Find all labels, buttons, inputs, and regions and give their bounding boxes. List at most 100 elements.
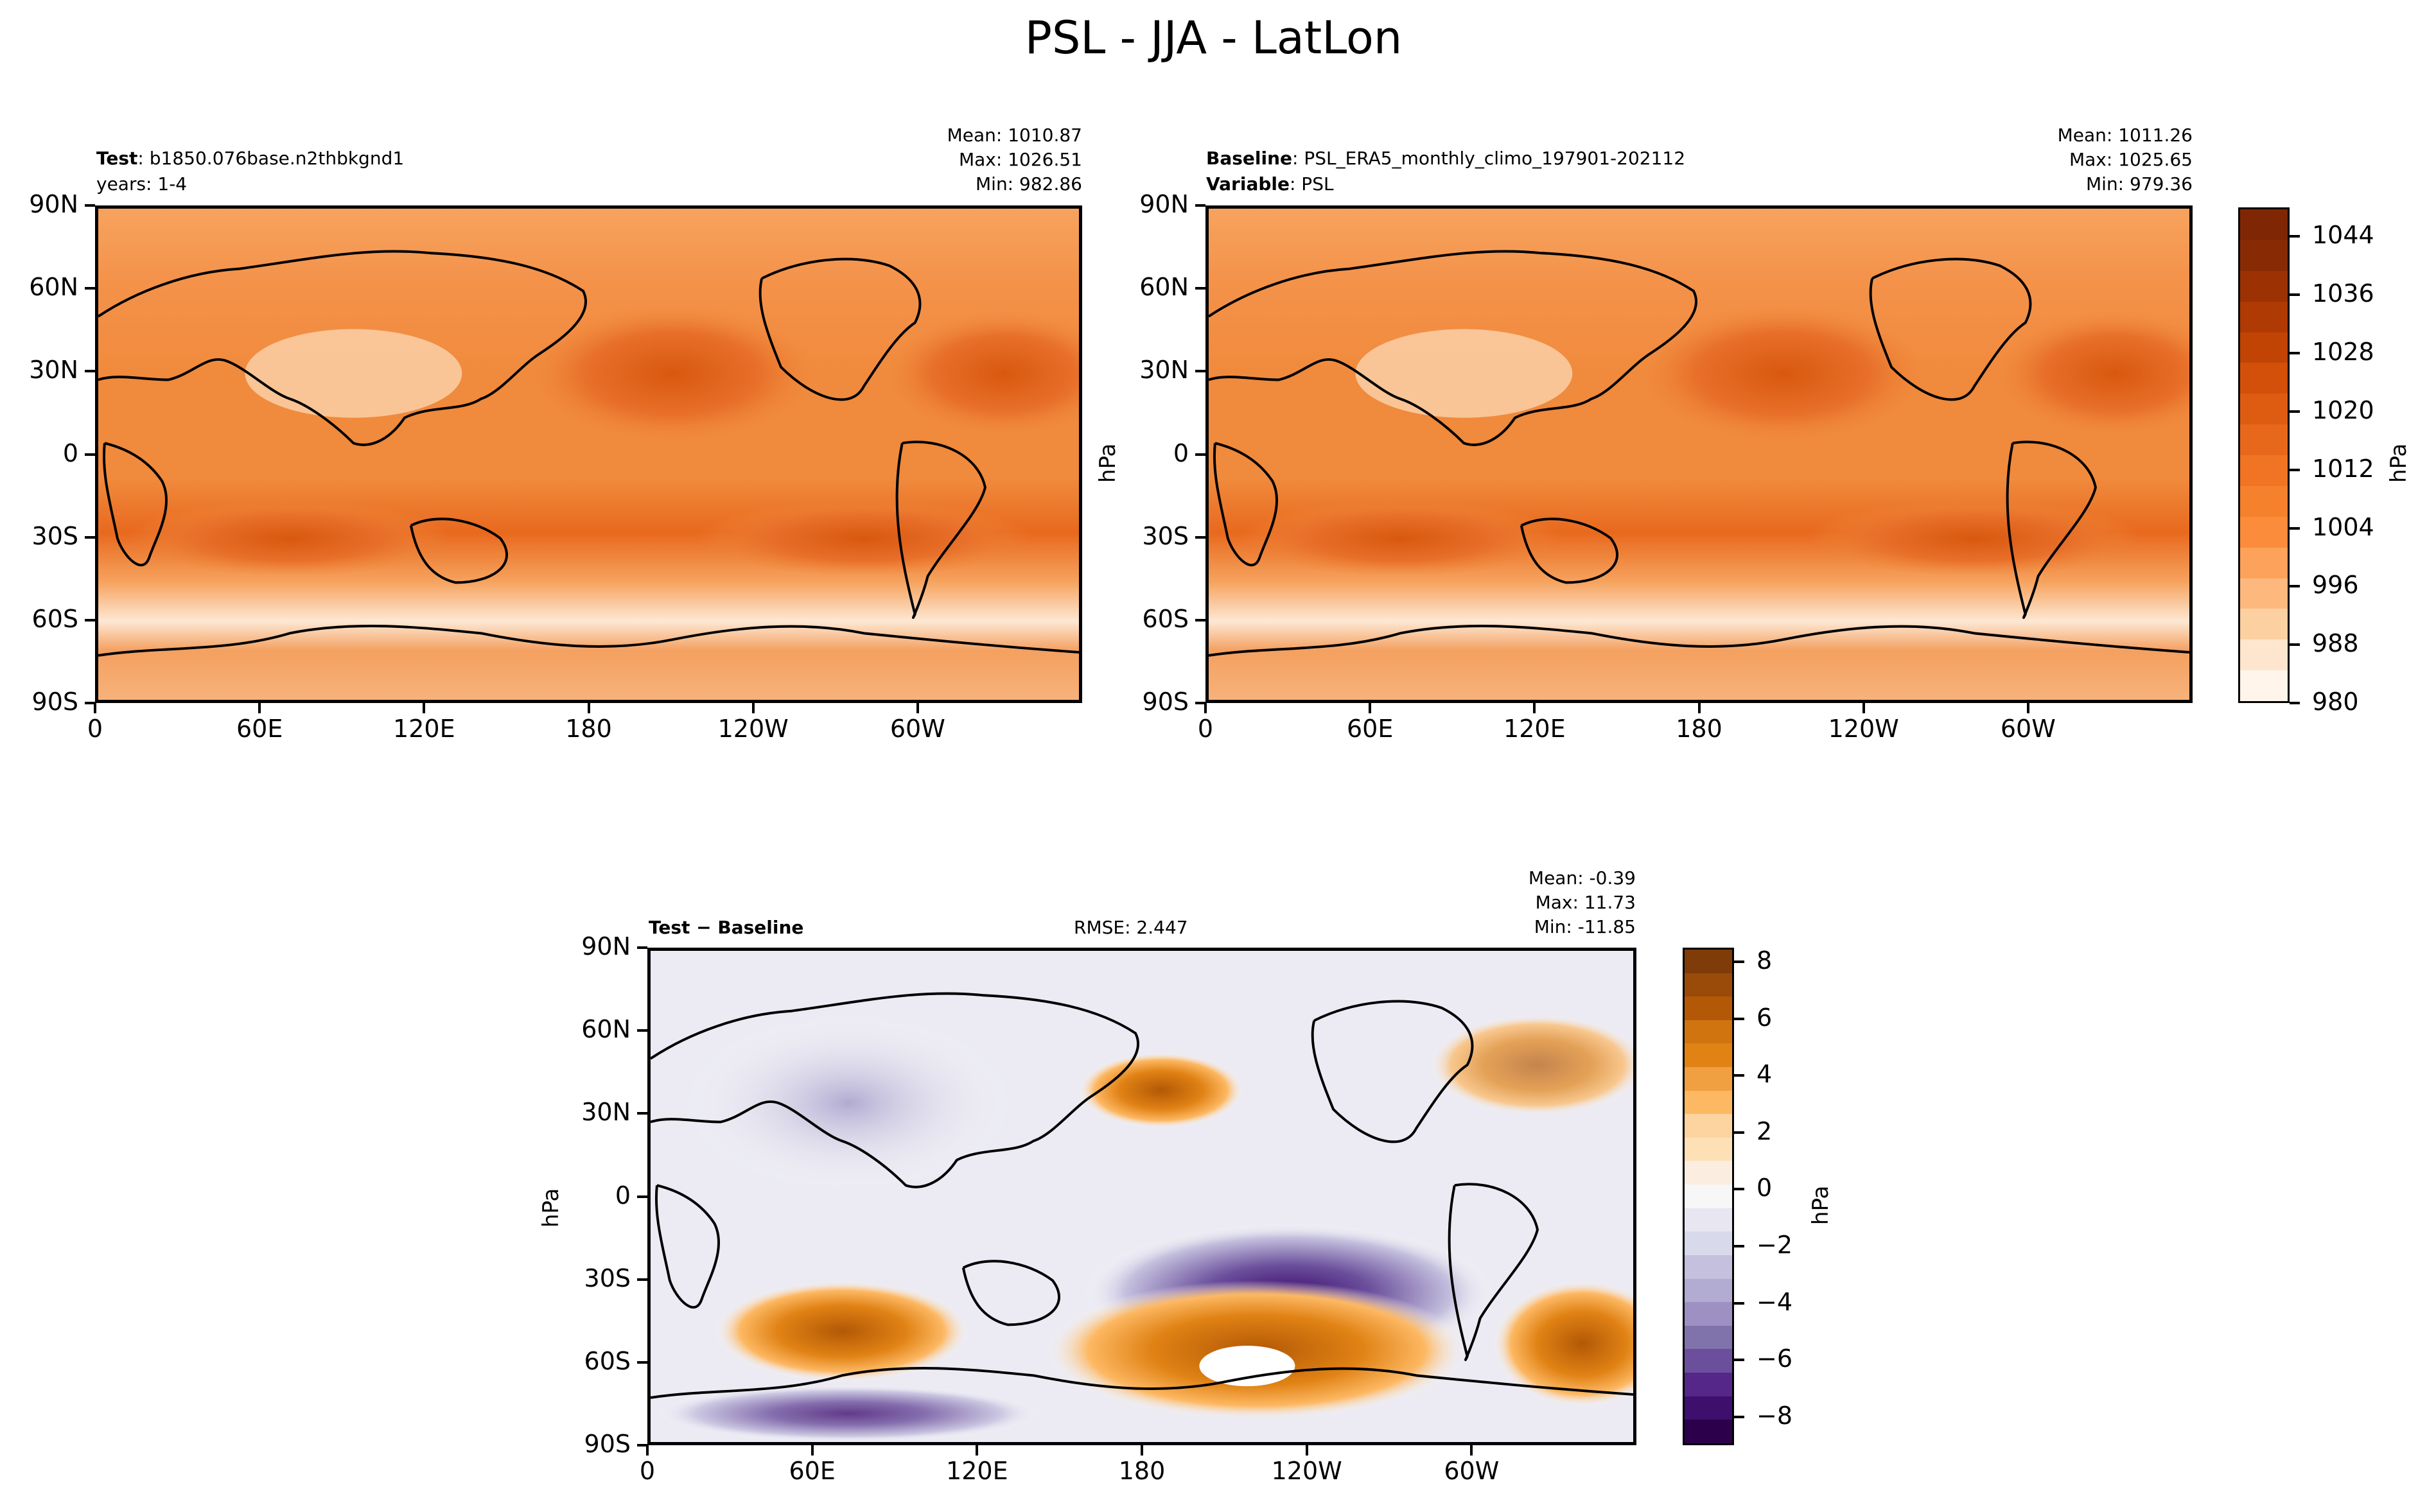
top-colorbar-segment bbox=[2240, 270, 2288, 302]
baseline-label-bold: Baseline bbox=[1206, 148, 1293, 169]
top-colorbar-segment bbox=[2240, 609, 2288, 640]
test-stats: Mean: 1010.87 Max: 1026.51 Min: 982.86 bbox=[835, 123, 1082, 196]
test-lon-tick-label: 60E bbox=[236, 715, 283, 743]
top-colorbar-segment bbox=[2240, 209, 2288, 240]
test-lon-tick-mark bbox=[423, 703, 426, 713]
diff-mean: Mean: -0.39 bbox=[1528, 867, 1636, 889]
test-lon-tick-label: 0 bbox=[87, 715, 103, 743]
baseline-lon-tick-label: 0 bbox=[1197, 715, 1214, 743]
diff-colorbar-segment bbox=[1685, 973, 1732, 997]
diff-lat-tick-mark bbox=[637, 1195, 647, 1198]
baseline-lat-tick-label: 90N bbox=[1139, 190, 1189, 218]
diff-colorbar-tick-label: 4 bbox=[1757, 1060, 1773, 1089]
top-colorbar-tick-mark bbox=[2290, 235, 2300, 238]
test-label: Test: b1850.076base.n2thbkgnd1 bbox=[96, 146, 404, 171]
baseline-lon-tick-label: 60W bbox=[2000, 715, 2056, 743]
baseline-stats: Mean: 1011.26 Max: 1025.65 Min: 979.36 bbox=[1946, 123, 2193, 196]
diff-colorbar-segment bbox=[1685, 1396, 1732, 1420]
top-colorbar-tick-label: 996 bbox=[2312, 571, 2359, 600]
test-mean: Mean: 1010.87 bbox=[947, 125, 1082, 146]
test-lat-tick-mark bbox=[85, 702, 95, 704]
test-lat-tick-label: 90N bbox=[29, 190, 78, 218]
figure-title: PSL - JJA - LatLon bbox=[1024, 12, 1403, 64]
top-colorbar bbox=[2238, 207, 2290, 703]
diff-colorbar-segment bbox=[1685, 1372, 1732, 1396]
top-colorbar-tick-label: 1020 bbox=[2312, 395, 2374, 424]
baseline-lon-tick-label: 120W bbox=[1828, 715, 1899, 743]
diff-lat-tick-mark bbox=[637, 1278, 647, 1281]
diff-lat-tick-label: 30S bbox=[584, 1264, 631, 1292]
test-lat-tick-mark bbox=[85, 370, 95, 373]
test-lat-tick-label: 30N bbox=[29, 356, 78, 385]
diff-colorbar-segment bbox=[1685, 1255, 1732, 1279]
top-colorbar-tick-label: 1036 bbox=[2312, 279, 2374, 308]
top-colorbar-segment bbox=[2240, 301, 2288, 333]
test-lat-tick-label: 30S bbox=[31, 521, 78, 550]
diff-colorbar-segment bbox=[1685, 1090, 1732, 1115]
top-colorbar-tick-mark bbox=[2290, 293, 2300, 297]
diff-colorbar-tick-label: −2 bbox=[1757, 1231, 1793, 1259]
diff-lat-tick-label: 60S bbox=[584, 1346, 631, 1375]
test-years: years: 1-4 bbox=[96, 173, 188, 195]
baseline-lon-tick-label: 60E bbox=[1346, 715, 1394, 743]
top-colorbar-tick-mark bbox=[2290, 643, 2300, 647]
diff-lon-tick-mark bbox=[1470, 1445, 1473, 1456]
baseline-lon-tick-mark bbox=[1369, 703, 1372, 713]
diff-min: Min: -11.85 bbox=[1534, 916, 1636, 937]
top-colorbar-segment bbox=[2240, 578, 2288, 609]
diff-lon-tick-mark bbox=[646, 1445, 649, 1456]
top-colorbar-tick-label: 988 bbox=[2312, 629, 2359, 658]
test-min: Min: 982.86 bbox=[976, 173, 1082, 195]
diff-colorbar bbox=[1683, 948, 1734, 1445]
diff-colorbar-segment bbox=[1685, 1043, 1732, 1068]
baseline-lat-tick-label: 0 bbox=[1173, 439, 1189, 467]
top-colorbar-tick-label: 1012 bbox=[2312, 454, 2374, 483]
top-colorbar-segment bbox=[2240, 394, 2288, 425]
diff-lon-tick-mark bbox=[1141, 1445, 1143, 1456]
top-colorbar-segment bbox=[2240, 239, 2288, 271]
diff-colorbar-tick-mark bbox=[1734, 1301, 1744, 1305]
diff-colorbar-tick-label: −6 bbox=[1757, 1344, 1793, 1373]
diff-colorbar-tick-mark bbox=[1734, 1245, 1744, 1247]
diff-colorbar-tick-mark bbox=[1734, 1359, 1744, 1362]
test-lat-tick-label: 0 bbox=[62, 439, 78, 467]
diff-colorbar-segment bbox=[1685, 1302, 1732, 1326]
diff-colorbar-segment bbox=[1685, 1325, 1732, 1350]
diff-lat-tick-mark bbox=[637, 1360, 647, 1364]
test-lat-tick-label: 90S bbox=[31, 688, 78, 716]
top-colorbar-tick-label: 1044 bbox=[2312, 221, 2374, 250]
diff-colorbar-tick-mark bbox=[1734, 1131, 1744, 1134]
baseline-variable-name: : PSL bbox=[1289, 173, 1334, 195]
diff-lat-tick-label: 90S bbox=[584, 1430, 631, 1458]
top-colorbar-unit: hPa bbox=[2386, 443, 2412, 483]
diff-rmse: RMSE: 2.447 bbox=[1074, 917, 1188, 938]
baseline-label: Baseline: PSL_ERA5_monthly_climo_197901-… bbox=[1206, 146, 1685, 171]
baseline-mean: Mean: 1011.26 bbox=[2057, 125, 2193, 146]
top-colorbar-tick-label: 1028 bbox=[2312, 338, 2374, 367]
diff-lon-tick-label: 60W bbox=[1444, 1457, 1500, 1485]
diff-lon-tick-label: 0 bbox=[639, 1457, 656, 1485]
baseline-name: : PSL_ERA5_monthly_climo_197901-202112 bbox=[1292, 148, 1686, 169]
diff-colorbar-tick-mark bbox=[1734, 1074, 1744, 1077]
diff-colorbar-segment bbox=[1685, 1114, 1732, 1138]
diff-colorbar-segment bbox=[1685, 1208, 1732, 1232]
baseline-min: Min: 979.36 bbox=[2086, 173, 2193, 195]
test-lon-tick-mark bbox=[94, 703, 96, 713]
top-colorbar-segment bbox=[2240, 332, 2288, 363]
diff-max: Max: 11.73 bbox=[1535, 892, 1636, 913]
baseline-lon-tick-mark bbox=[1204, 703, 1207, 713]
diff-lat-tick-label: 0 bbox=[615, 1181, 631, 1210]
diff-label-text: Test − Baseline bbox=[649, 917, 804, 938]
diff-lat-tick-mark bbox=[637, 1444, 647, 1447]
test-max: Max: 1026.51 bbox=[958, 149, 1082, 170]
diff-colorbar-tick-label: 6 bbox=[1757, 1003, 1773, 1032]
diff-colorbar-segment bbox=[1685, 1185, 1732, 1208]
test-lat-tick-mark bbox=[85, 535, 95, 539]
diff-colorbar-tick-mark bbox=[1734, 1415, 1744, 1418]
top-colorbar-segment bbox=[2240, 670, 2288, 701]
baseline-lat-tick-mark bbox=[1195, 453, 1205, 456]
diff-colorbar-segment bbox=[1685, 950, 1732, 973]
diff-colorbar-tick-label: −4 bbox=[1757, 1287, 1793, 1316]
diff-colorbar-segment bbox=[1685, 1020, 1732, 1044]
baseline-variable-bold: Variable bbox=[1206, 173, 1290, 195]
